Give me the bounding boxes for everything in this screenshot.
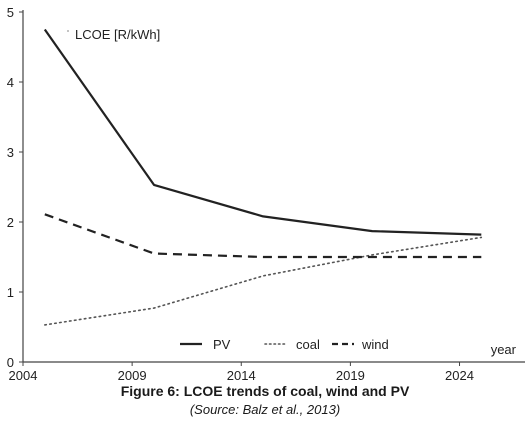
legend-label-wind: wind bbox=[361, 337, 389, 352]
y-tick-label: 2 bbox=[7, 215, 14, 230]
tick-labels: 0 1 2 3 4 5 2004 2009 2014 2019 2024 bbox=[7, 5, 474, 380]
y-tick-label: 1 bbox=[7, 285, 14, 300]
y-tick-label: 5 bbox=[7, 5, 14, 20]
x-axis-label: year bbox=[491, 342, 517, 357]
x-tick-label: 2009 bbox=[118, 368, 147, 380]
x-tick-label: 2024 bbox=[445, 368, 474, 380]
y-axis-label: LCOE [R/kWh] bbox=[75, 27, 160, 42]
series-line-pv bbox=[43, 28, 482, 236]
series-lines bbox=[43, 28, 483, 326]
axes bbox=[22, 10, 525, 363]
legend: PV coal wind bbox=[180, 337, 389, 352]
y-tick-label: 0 bbox=[7, 355, 14, 370]
figure-source: (Source: Balz et al., 2013) bbox=[189, 402, 341, 417]
y-tick-label: 4 bbox=[7, 75, 14, 90]
legend-label-pv: PV bbox=[213, 337, 231, 352]
x-tick-label: 2014 bbox=[227, 368, 256, 380]
axis-labels: LCOE [R/kWh] year bbox=[67, 27, 517, 357]
x-tick-label: 2019 bbox=[336, 368, 365, 380]
series-line-coal bbox=[44, 236, 483, 326]
lcoe-line-chart: 0 1 2 3 4 5 2004 2009 2014 2019 2024 PV coal wind LC… bbox=[7, 5, 525, 380]
y-tick-label: 3 bbox=[7, 145, 14, 160]
legend-label-coal: coal bbox=[296, 337, 320, 352]
figure-caption: Figure 6: LCOE trends of coal, wind and … bbox=[120, 383, 410, 399]
series-line-wind bbox=[44, 213, 482, 259]
x-tick-label: 2004 bbox=[9, 368, 38, 380]
